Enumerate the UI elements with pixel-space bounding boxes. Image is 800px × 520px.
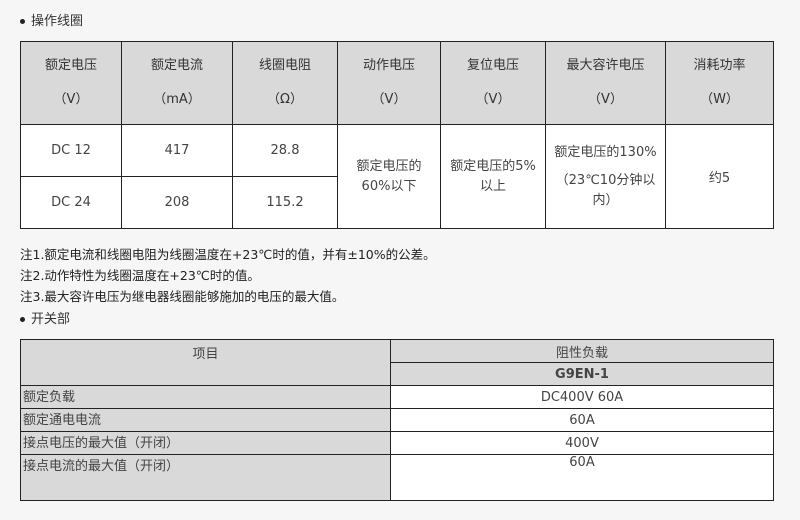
row-label: 额定负载 <box>20 385 391 409</box>
header-cell: 最大容许电压 （V） <box>545 41 666 125</box>
header-cell: 额定电流 （mA） <box>121 41 233 125</box>
section-title-switch: 开关部 <box>20 308 70 327</box>
cell-release-voltage: 额定电压的5% 以上 <box>440 124 546 229</box>
cell-resistance: 28.8 <box>232 124 338 177</box>
table-row: 接点电流的最大值（开闭） 60A <box>20 454 774 501</box>
row-value: 60A <box>390 408 774 432</box>
table-row: DC 24 208 115.2 <box>20 176 774 229</box>
header-cell: 额定电压 （V） <box>20 41 122 125</box>
switch-spec-table: 项目 阻性负载 G9EN-1 额定负载 DC400V 60A 额定通电电流 60A … <box>20 339 774 501</box>
bullet-icon <box>20 19 25 24</box>
cell-current: 417 <box>121 124 233 177</box>
cell-resistance: 115.2 <box>232 176 338 229</box>
cell-max-voltage: 额定电压的130% （23℃10分钟以 内） <box>545 124 666 229</box>
cell-current: 208 <box>121 176 233 229</box>
note-2: 注2.动作特性为线圈温度在+23℃时的值。 <box>20 268 260 283</box>
table-row: 接点电压的最大值（开闭） 400V <box>20 431 774 455</box>
cell-power: 约5 <box>665 124 774 229</box>
row-value: DC400V 60A <box>390 385 774 409</box>
row-value: 400V <box>390 431 774 455</box>
note-3: 注3.最大容许电压为继电器线圈能够施加的电压的最大值。 <box>20 289 345 304</box>
row-label: 接点电压的最大值（开闭） <box>20 431 391 455</box>
row-label: 额定通电电流 <box>20 408 391 432</box>
note-1: 注1.额定电流和线圈电阻为线圈温度在+23℃时的值，并有±10%的公差。 <box>20 247 436 262</box>
cell-voltage: DC 12 <box>20 124 122 177</box>
table-row: 额定通电电流 60A <box>20 408 774 432</box>
bullet-icon <box>20 317 25 322</box>
table-row: 额定负载 DC400V 60A <box>20 385 774 409</box>
notes: 注1.额定电流和线圈电阻为线圈温度在+23℃时的值，并有±10%的公差。 注2.… <box>20 244 436 307</box>
header-cell: 复位电压 （V） <box>440 41 546 125</box>
header-model: G9EN-1 <box>390 362 774 386</box>
section-title-text: 开关部 <box>31 312 71 327</box>
table-header-row: 额定电压 （V） 额定电流 （mA） 线圈电阻 （Ω） 动作电压 （V） 复位电压 （V）… <box>20 41 774 125</box>
header-cell: 动作电压 （V） <box>337 41 441 125</box>
header-cell: 线圈电阻 （Ω） <box>232 41 338 125</box>
header-item: 项目 <box>20 339 391 386</box>
cell-pickup-voltage: 额定电压的 60%以下 <box>337 124 441 229</box>
section-title-text: 操作线圈 <box>31 14 84 29</box>
row-value: 60A <box>390 454 774 501</box>
cell-voltage: DC 24 <box>20 176 122 229</box>
header-cell: 消耗功率 （W） <box>665 41 774 125</box>
header-load: 阻性负载 <box>390 339 774 363</box>
row-label: 接点电流的最大值（开闭） <box>20 454 391 501</box>
section-title-coil: 操作线圈 <box>20 10 83 29</box>
table-row: DC 12 417 28.8 额定电压的 60%以下 额定电压的5% 以上 额定电压… <box>20 124 774 229</box>
coil-spec-table: 额定电压 （V） 额定电流 （mA） 线圈电阻 （Ω） 动作电压 （V） 复位电压 （V）… <box>20 41 774 229</box>
